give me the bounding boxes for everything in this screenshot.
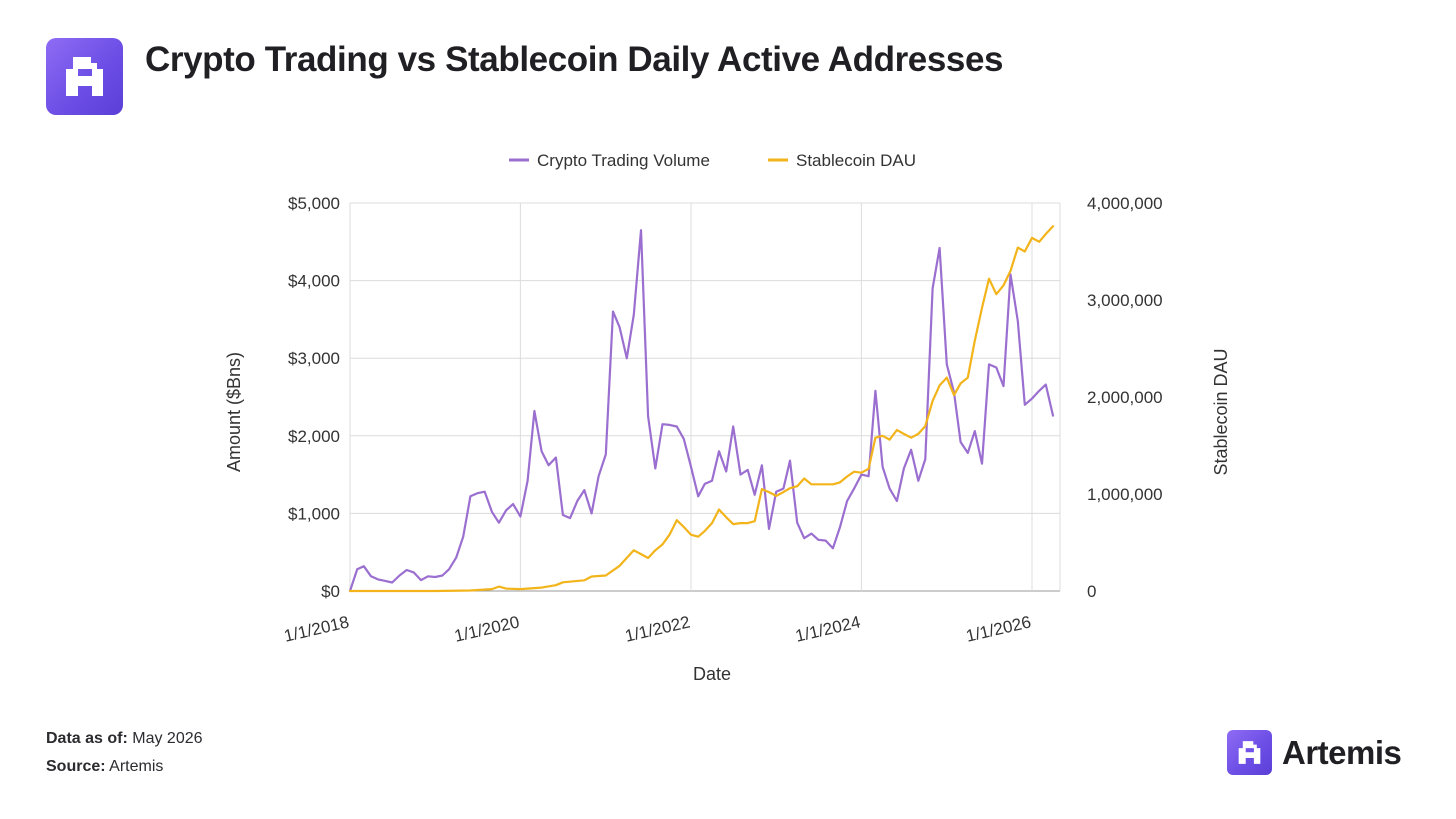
- artemis-brand-icon: [1227, 730, 1272, 775]
- x-tick-label: 1/1/2026: [964, 612, 1033, 645]
- x-axis-title: Date: [693, 664, 731, 684]
- y-left-axis-title: Amount ($Bns): [224, 352, 244, 472]
- y-right-tick-label: 1,000,000: [1087, 485, 1163, 504]
- data-as-of-label: Data as of:: [46, 730, 128, 747]
- y-left-tick-label: $2,000: [288, 427, 340, 446]
- page-title: Crypto Trading vs Stablecoin Daily Activ…: [145, 40, 1004, 79]
- brand-lockup: Artemis: [1227, 729, 1402, 776]
- y-left-tick-label: $5,000: [288, 194, 340, 213]
- artemis-logo-icon: [46, 38, 123, 115]
- y-right-tick-label: 0: [1087, 582, 1096, 601]
- y-left-tick-label: $4,000: [288, 272, 340, 291]
- source-label: Source:: [46, 758, 106, 775]
- brand-name: Artemis: [1282, 733, 1402, 771]
- legend-label: Crypto Trading Volume: [537, 151, 710, 170]
- source-value: Artemis: [109, 758, 164, 775]
- y-left-tick-label: $1,000: [288, 504, 340, 523]
- x-tick-label: 1/1/2022: [623, 612, 692, 645]
- y-left-tick-label: $0: [321, 582, 340, 601]
- legend-label: Stablecoin DAU: [796, 151, 916, 170]
- y-left-tick-label: $3,000: [288, 349, 340, 368]
- y-right-axis-title: Stablecoin DAU: [1211, 348, 1231, 475]
- x-tick-label: 1/1/2024: [794, 612, 863, 645]
- y-right-tick-label: 2,000,000: [1087, 388, 1163, 407]
- y-right-tick-label: 3,000,000: [1087, 291, 1163, 310]
- data-as-of: Data as of: May 2026: [46, 730, 203, 748]
- series-line-stablecoin-dau: [348, 225, 1055, 593]
- data-as-of-value: May 2026: [132, 730, 203, 747]
- series-line-crypto-trading-volume: [348, 229, 1055, 593]
- y-right-tick-label: 4,000,000: [1087, 194, 1163, 213]
- x-tick-label: 1/1/2018: [282, 612, 351, 645]
- x-tick-label: 1/1/2020: [453, 612, 522, 645]
- source: Source: Artemis: [46, 758, 163, 776]
